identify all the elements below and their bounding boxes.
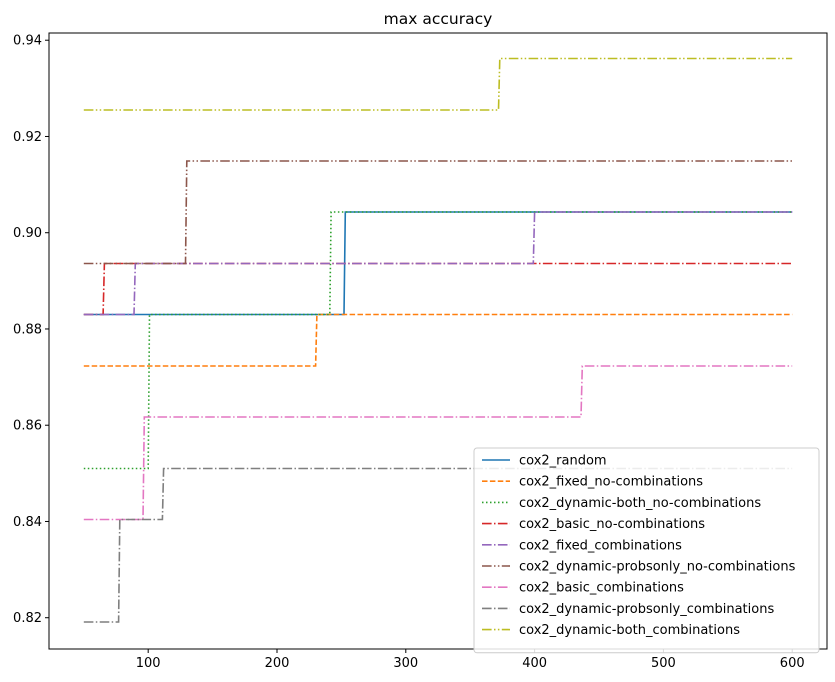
x-tick-label: 300 <box>393 656 418 671</box>
y-tick-label: 0.82 <box>13 611 42 626</box>
legend-label: cox2_dynamic-probsonly_no-combinations <box>519 560 796 575</box>
chart-title: max accuracy <box>384 10 493 28</box>
y-tick-label: 0.94 <box>13 34 42 49</box>
legend-label: cox2_dynamic-both_no-combinations <box>519 496 761 511</box>
legend-label: cox2_basic_combinations <box>519 581 684 596</box>
y-tick-label: 0.92 <box>13 130 42 145</box>
legend: cox2_random cox2_fixed_no-combinationscox… <box>473 447 820 654</box>
legend-label: cox2_fixed_no-combinations <box>519 475 703 490</box>
series-layer <box>83 57 793 623</box>
legend-label: cox2_basic_no-combinations <box>519 517 705 532</box>
y-tick-label: 0.84 <box>13 515 42 530</box>
legend-box <box>473 447 820 654</box>
legend-label: cox2_random <box>519 454 607 469</box>
x-tick-label: 100 <box>136 656 161 671</box>
series-line-8 <box>83 467 793 623</box>
series-line-3 <box>83 211 793 470</box>
x-tick-label: 200 <box>265 656 290 671</box>
series-line-5 <box>83 211 793 316</box>
legend-label: cox2_dynamic-both_combinations <box>519 623 740 638</box>
y-tick-label: 0.90 <box>13 226 42 241</box>
y-tick-label: 0.86 <box>13 419 42 434</box>
series-line-9 <box>83 57 793 111</box>
plot-area: 100 200 300 400 500 600 0.82 0.84 0.86 0.88 0.90 0.… <box>13 32 828 671</box>
x-tick-label: 600 <box>780 656 805 671</box>
x-tick-label: 500 <box>651 656 676 671</box>
series-line-2 <box>83 313 793 367</box>
legend-label: cox2_dynamic-probsonly_combinations <box>519 602 774 617</box>
legend-label: cox2_fixed_combinations <box>519 538 682 553</box>
plot-border <box>48 32 828 650</box>
axes-layer: 100 200 300 400 500 600 0.82 0.84 0.86 0.88 0.90 0.… <box>13 34 805 671</box>
x-tick-label: 400 <box>522 656 547 671</box>
y-tick-label: 0.88 <box>13 322 42 337</box>
